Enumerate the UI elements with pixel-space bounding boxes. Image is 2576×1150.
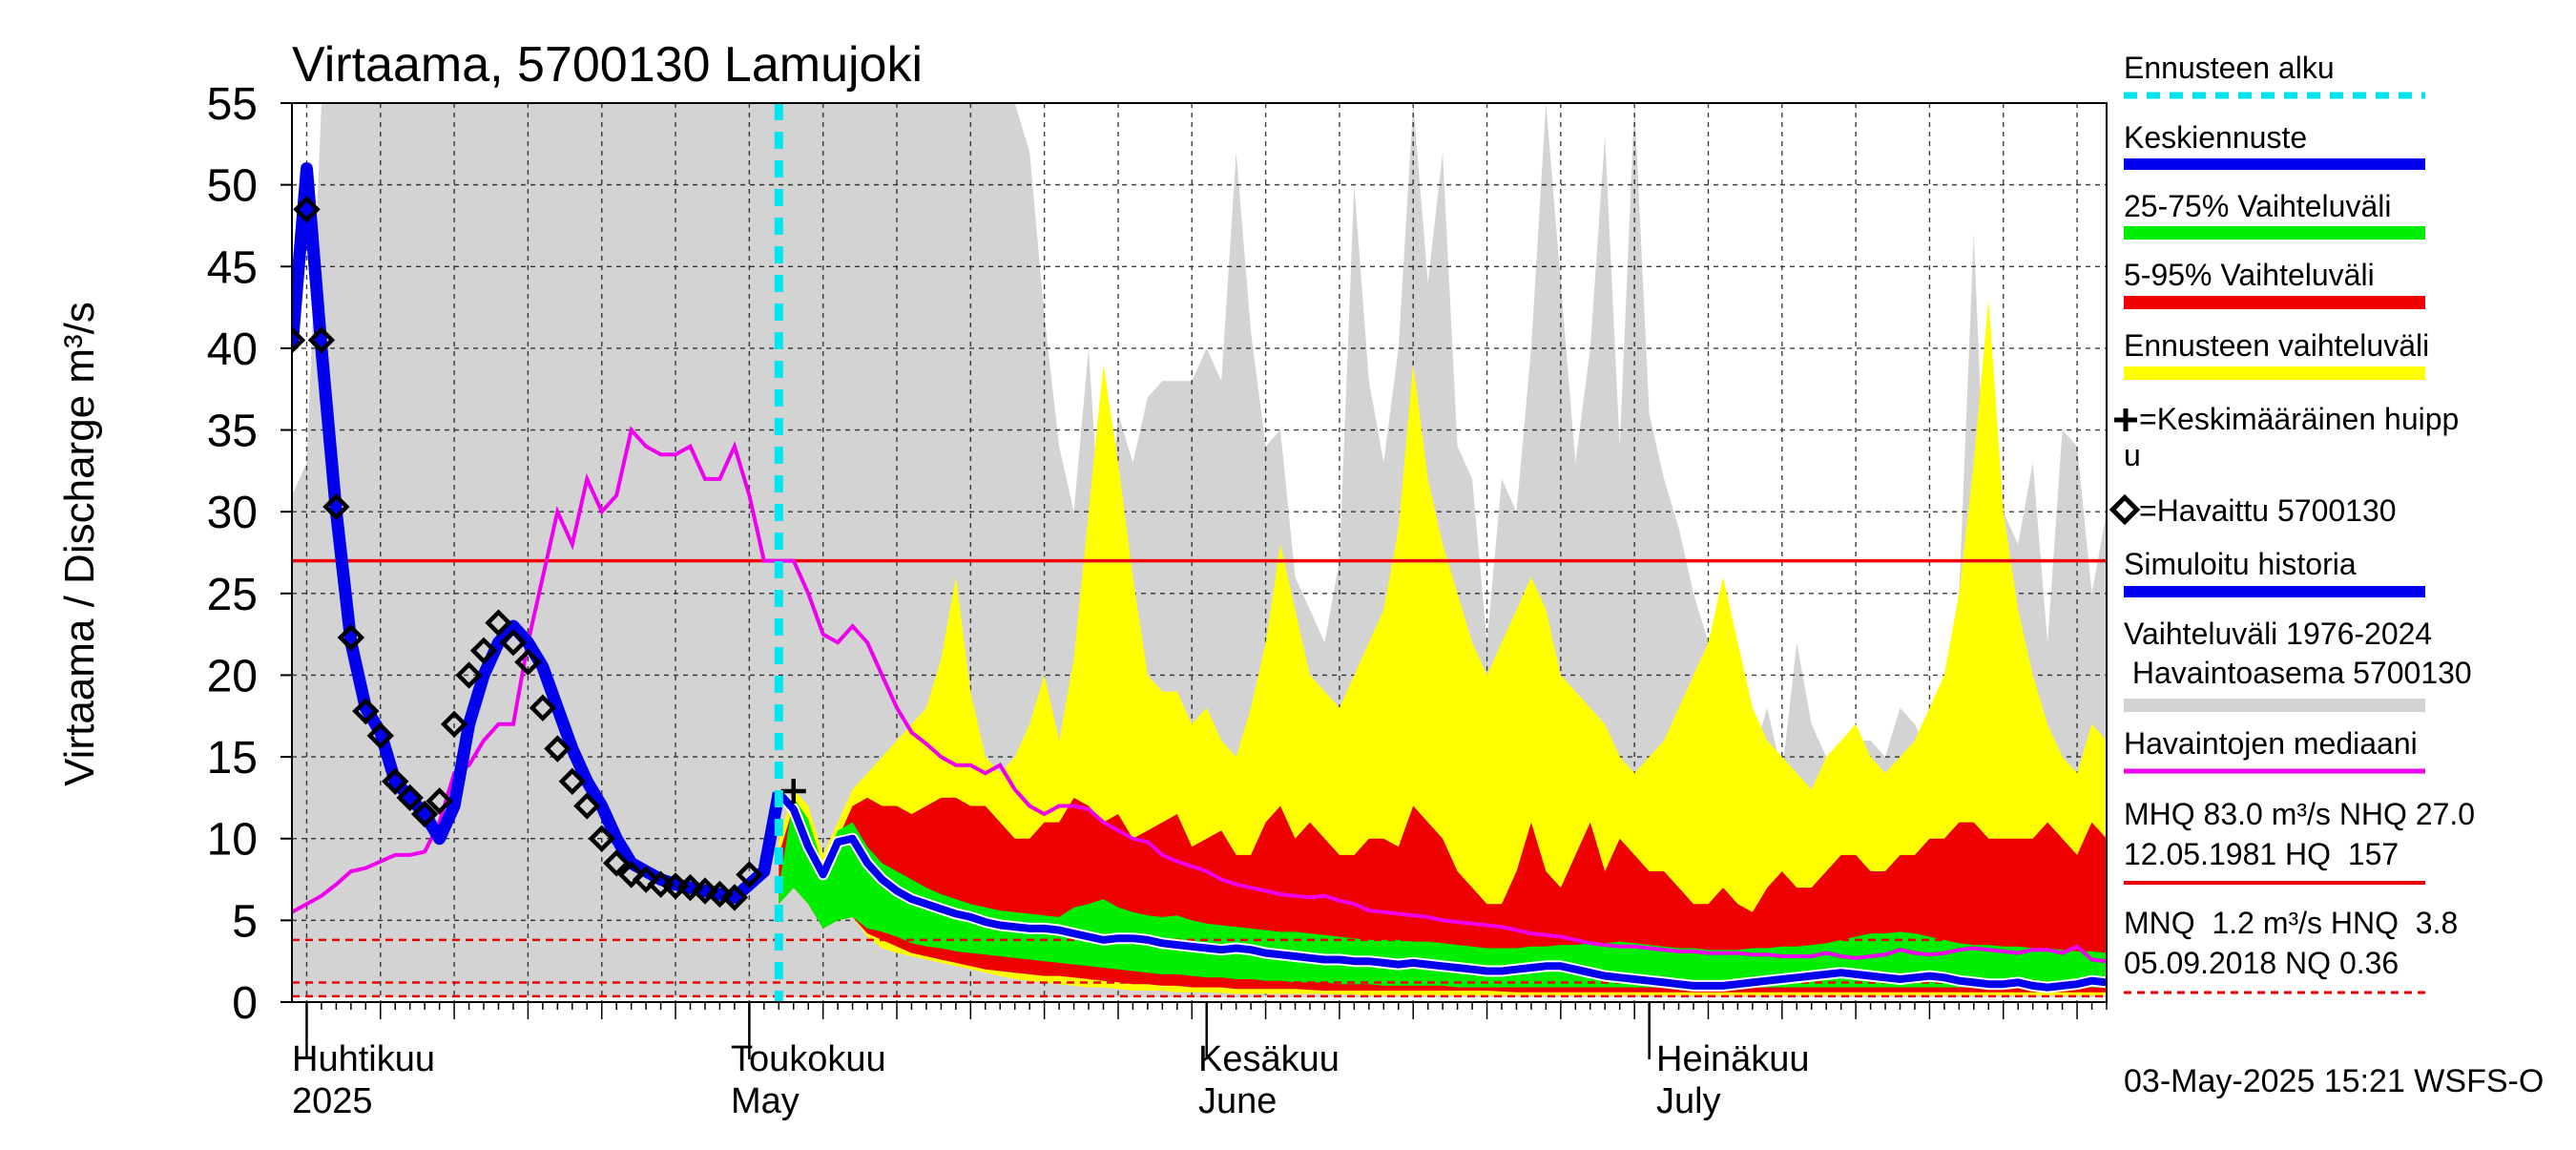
observed-point (440, 710, 468, 739)
observed-point (382, 767, 409, 795)
legend: Ennusteen alku Keskiennuste 25-75% Vaiht… (2109, 51, 2475, 994)
observed-point (485, 609, 512, 637)
plot-frame (291, 102, 2108, 1003)
observed-point (706, 880, 734, 909)
y-tick-label: 10 (207, 815, 258, 866)
line-median (292, 426, 2107, 964)
legend-label-observed: =Havaittu 5700130 (2139, 493, 2397, 528)
observed-point (632, 866, 660, 893)
x-month-label-july-en: July (1656, 1081, 1721, 1121)
observed-point (337, 623, 365, 652)
legend-label-peak: =Keskimääräinen huipp (2139, 402, 2459, 436)
y-tick-label: 30 (207, 488, 258, 538)
legend-label-band-25-75: 25-75% Vaihteluväli (2124, 189, 2391, 223)
mean-peak-marker (780, 779, 806, 805)
y-tick-label: 0 (232, 978, 258, 1029)
observed-point (322, 492, 350, 521)
observed-point (617, 861, 645, 889)
observed-point (691, 877, 719, 905)
legend-label-median: Havaintojen mediaani (2124, 726, 2418, 761)
plot-area (291, 102, 2108, 1003)
y-tick-label: 15 (207, 733, 258, 784)
y-tick-label: 40 (207, 324, 258, 375)
observed-point (529, 694, 557, 721)
y-axis-label: Virtaama / Discharge m³/s (56, 302, 103, 786)
x-month-label-july: Heinäkuu (1656, 1039, 1810, 1079)
legend-label-history-station: Havaintoasema 5700130 (2124, 656, 2472, 690)
observed-point (676, 873, 704, 902)
plot-content (292, 103, 2107, 1002)
observed-markers (292, 196, 763, 911)
y-tick-label: 50 (207, 161, 258, 212)
observed-point (455, 661, 483, 689)
y-tick-label: 35 (207, 407, 258, 457)
legend-label-mhq: MHQ 83.0 m³/s NHQ 27.0 (2124, 797, 2475, 831)
observed-point (292, 326, 306, 354)
x-month-label-june: Kesäkuu (1198, 1039, 1340, 1079)
x-month-label-may-en: May (731, 1081, 800, 1121)
chart-title: Virtaama, 5700130 Lamujoki (292, 37, 923, 93)
y-axis-ticks: 0 5 10 15 20 25 30 35 40 45 50 55 (207, 79, 292, 1029)
y-tick-label: 20 (207, 651, 258, 701)
y-tick-label: 55 (207, 79, 258, 130)
x-year-label: 2025 (292, 1081, 373, 1121)
x-month-label-april: Huhtikuu (292, 1039, 435, 1079)
legend-label-mnq: MNQ 1.2 m³/s HNQ 3.8 (2124, 906, 2458, 940)
legend-label-mean-forecast: Keskiennuste (2124, 120, 2307, 155)
observed-point (469, 637, 498, 664)
observed-point (736, 861, 763, 889)
legend-label-mnq-date: 05.09.2018 NQ 0.36 (2124, 946, 2399, 980)
legend-label-history-range: Vaihteluväli 1976-2024 (2124, 617, 2432, 651)
observed-point (366, 721, 394, 750)
observed-point (396, 784, 424, 812)
observed-point (426, 787, 453, 815)
x-month-label-may: Toukokuu (731, 1039, 886, 1079)
legend-label-peak-cont: u (2124, 438, 2141, 472)
observed-point (558, 767, 586, 795)
observed-point (514, 648, 542, 676)
observed-point (293, 196, 321, 223)
observed-point (499, 629, 528, 657)
observed-point (573, 792, 601, 820)
observed-point (352, 697, 380, 725)
legend-observed-marker-icon (2109, 493, 2141, 526)
observed-point (307, 326, 336, 354)
timestamp-label: 03-May-2025 15:21 WSFS-O (2124, 1063, 2544, 1099)
x-month-label-june-en: June (1198, 1081, 1277, 1121)
line-mean-forecast (776, 790, 2107, 992)
legend-label-forecast-start: Ennusteen alku (2124, 51, 2335, 85)
observed-point (603, 849, 631, 877)
observed-point (544, 735, 571, 763)
observed-point (720, 884, 749, 911)
legend-label-forecast-range: Ennusteen vaihteluväli (2124, 328, 2429, 363)
legend-label-simulated: Simuloitu historia (2124, 547, 2357, 581)
x-axis-ticks (305, 1002, 2108, 1059)
y-tick-label: 5 (232, 896, 258, 947)
legend-label-band-5-95: 5-95% Vaihteluväli (2124, 258, 2375, 292)
legend-label-mhq-date: 12.05.1981 HQ 157 (2124, 837, 2399, 871)
y-tick-label: 45 (207, 242, 258, 293)
observed-point (588, 825, 615, 852)
observed-point (410, 800, 439, 828)
y-tick-label: 25 (207, 570, 258, 620)
legend-peak-marker-icon (2114, 408, 2137, 431)
